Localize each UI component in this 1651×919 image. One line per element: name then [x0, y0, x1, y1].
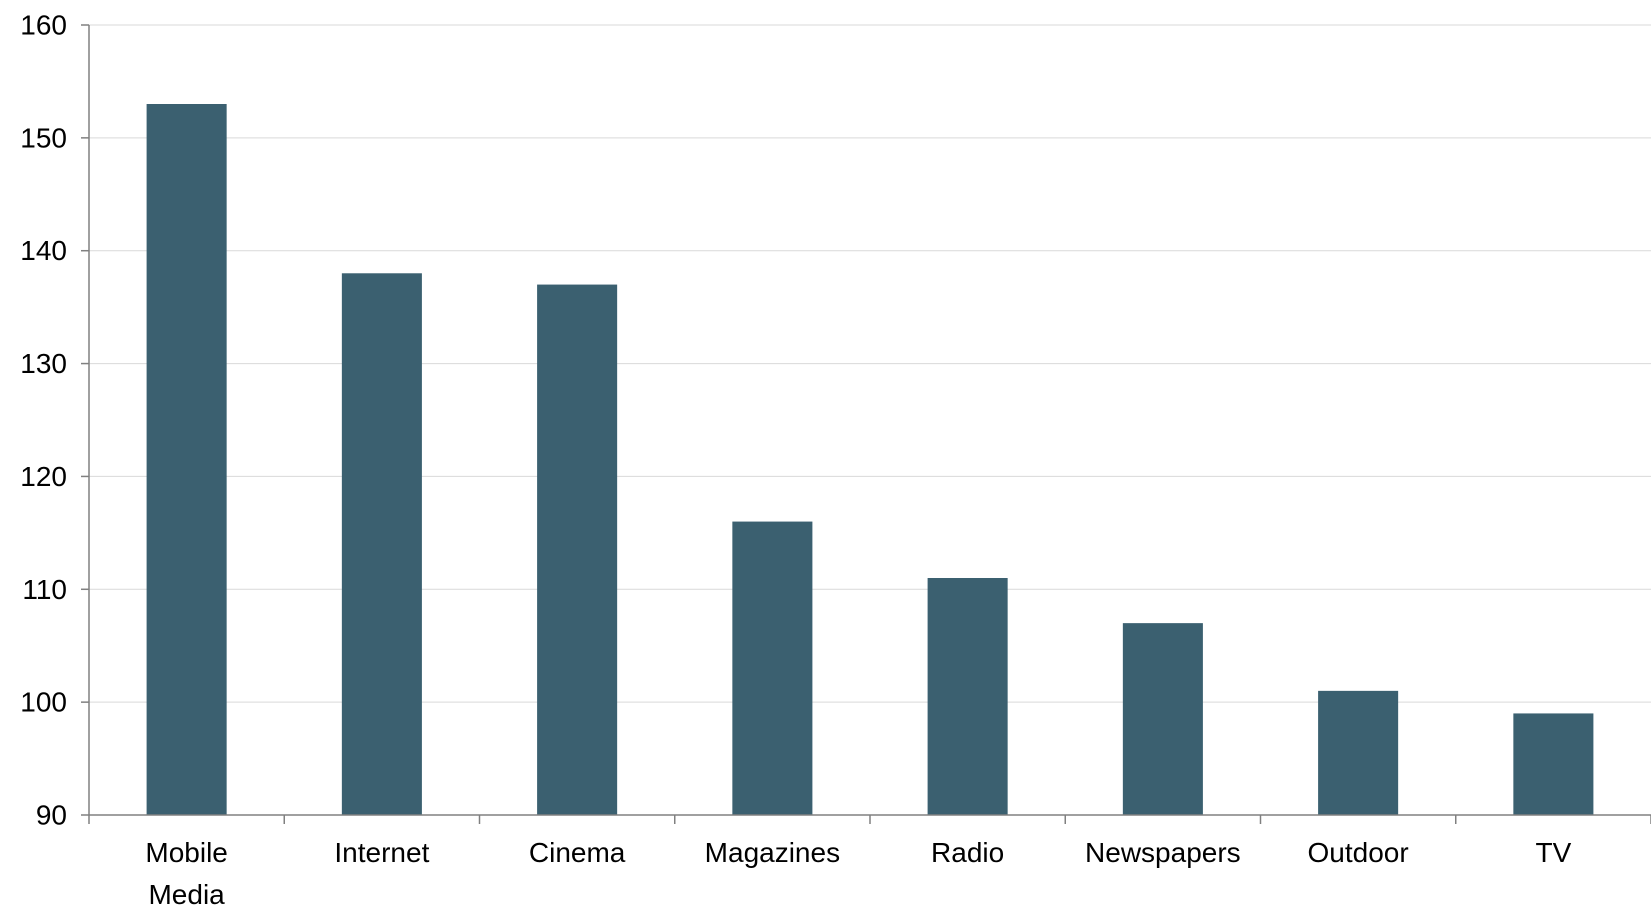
bar-outdoor — [1318, 690, 1399, 815]
axes — [81, 24, 1651, 824]
x-tick-label-line: Internet — [334, 837, 429, 868]
bars — [146, 104, 1594, 816]
x-tick-label: Internet — [334, 837, 429, 868]
bar-tv — [1513, 713, 1594, 815]
y-tick-label: 130 — [20, 348, 67, 379]
y-tick-labels: 90 100 110 120 130 140 150 160 — [20, 10, 67, 831]
bar-cinema — [537, 284, 618, 816]
x-tick-label: Mobile Media — [145, 837, 227, 910]
y-tick-label: 110 — [22, 574, 67, 605]
y-tick-label: 140 — [20, 235, 67, 266]
x-tick-label-line: Newspapers — [1085, 837, 1241, 868]
x-tick-label-line: Outdoor — [1308, 837, 1409, 868]
x-tick-label-line: Radio — [931, 837, 1004, 868]
bar-newspapers — [1122, 623, 1203, 815]
x-tick-label: Radio — [931, 837, 1004, 868]
y-tick-label: 160 — [20, 10, 67, 41]
bar-internet — [341, 273, 422, 815]
bar-radio — [927, 578, 1008, 815]
x-tick-label-line: Cinema — [529, 837, 626, 868]
x-tick-label: TV — [1535, 837, 1571, 868]
x-tick-label: Cinema — [529, 837, 626, 868]
x-tick-label: Magazines — [705, 837, 840, 868]
y-tick-label: 90 — [36, 800, 67, 831]
bar-magazines — [732, 521, 813, 815]
y-tick-label: 150 — [20, 122, 67, 153]
x-tick-label-line: Media — [148, 879, 225, 910]
x-tick-label-line: TV — [1535, 837, 1571, 868]
x-tick-label: Outdoor — [1308, 837, 1409, 868]
bar-mobile-media — [146, 104, 227, 815]
x-tick-label-line: Magazines — [705, 837, 840, 868]
x-tick-labels: Mobile Media Internet Cinema Magazines Radio N… — [145, 837, 1571, 910]
gridlines — [89, 24, 1651, 703]
y-tick-label: 120 — [20, 461, 67, 492]
x-tick-label-line: Mobile — [145, 837, 227, 868]
x-tick-label: Newspapers — [1085, 837, 1241, 868]
y-tick-label: 100 — [20, 687, 67, 718]
